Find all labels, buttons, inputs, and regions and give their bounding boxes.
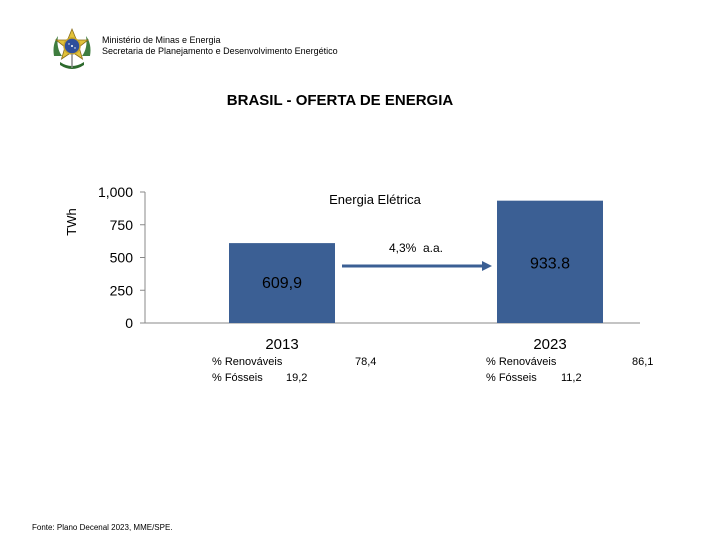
renewable-label-2013: % Renováveis <box>212 356 283 368</box>
growth-arrow <box>342 261 492 271</box>
fossil-label-2013: % Fósseis <box>212 372 263 384</box>
growth-arrow-head <box>482 261 492 271</box>
bar-value-label: 933.8 <box>530 256 570 273</box>
bar-series: 609,9 2013 933.8 2023 <box>229 200 603 353</box>
brazil-coat-of-arms-icon <box>53 27 91 69</box>
y-tick-label: 0 <box>125 315 133 331</box>
fossil-value-2023: 11,2 <box>561 372 582 384</box>
ministry-name: Ministério de Minas e Energia <box>102 35 221 45</box>
source-note: Fonte: Plano Decenal 2023, MME/SPE. <box>32 523 173 532</box>
x-tick-label: 2013 <box>265 336 298 353</box>
page-title: BRASIL - OFERTA DE ENERGIA <box>226 92 454 109</box>
renewable-label-2023: % Renováveis <box>486 356 557 368</box>
renewable-value-2023: 86,1 <box>632 356 654 368</box>
y-axis: 0 250 500 750 1,000 <box>98 184 640 331</box>
renewable-value-2013: 78,4 <box>355 356 377 368</box>
fossil-label-2023: % Fósseis <box>486 372 537 384</box>
fossil-value-2013: 19,2 <box>286 372 308 384</box>
chart-title: Energia Elétrica <box>329 192 422 207</box>
bar-2023 <box>497 200 603 323</box>
secretariat-name: Secretaria de Planejamento e Desenvolvim… <box>102 46 338 56</box>
bar-2013 <box>229 243 335 323</box>
y-tick-label: 250 <box>110 282 134 298</box>
x-tick-label: 2023 <box>533 336 566 353</box>
y-tick-label: 500 <box>110 250 134 266</box>
growth-rate-annotation: 4,3% a.a. <box>389 241 443 255</box>
y-axis-label: TWh <box>64 208 79 235</box>
bar-value-label: 609,9 <box>262 275 302 292</box>
y-tick-label: 750 <box>110 217 134 233</box>
y-tick-label: 1,000 <box>98 184 133 200</box>
